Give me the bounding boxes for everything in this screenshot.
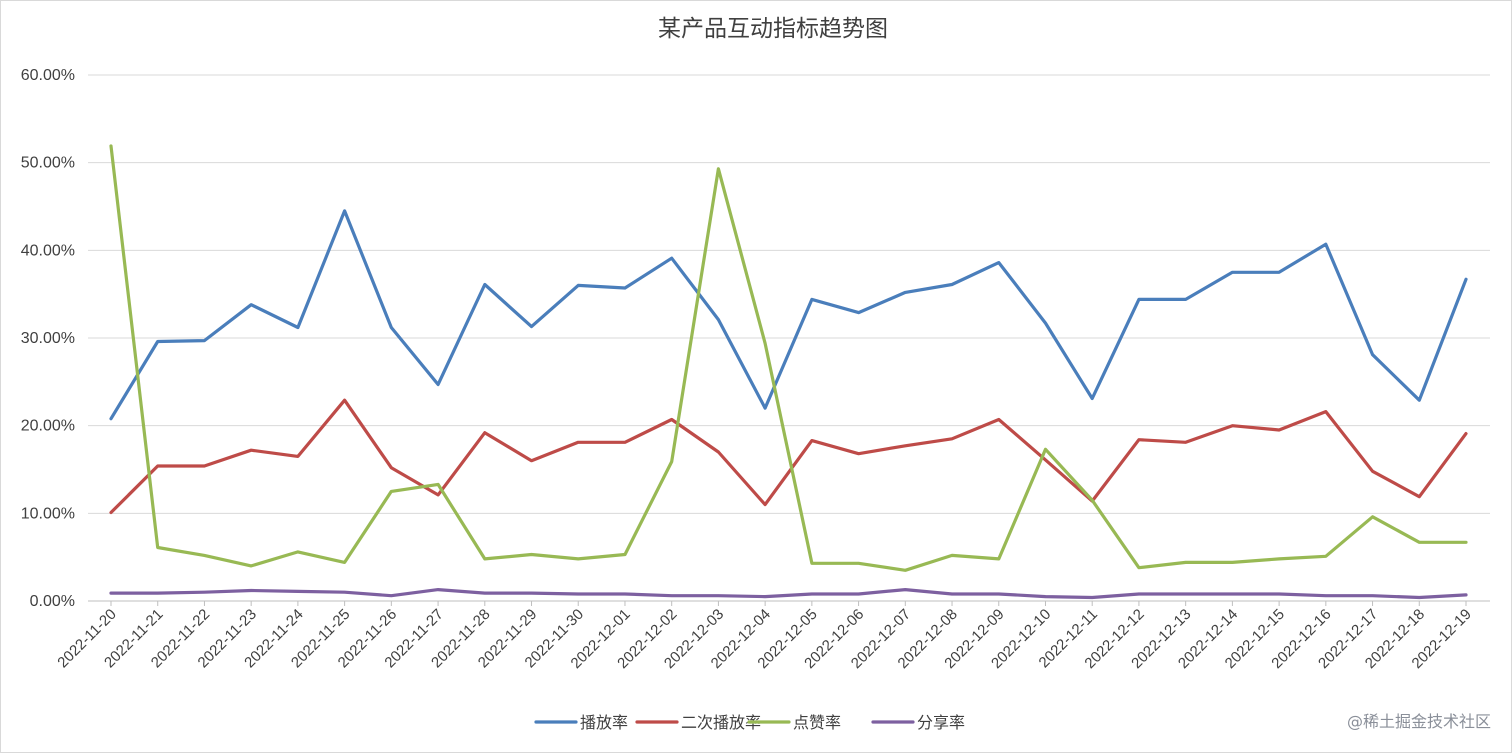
y-tick-label: 0.00% (30, 593, 75, 610)
series-line (109, 587, 1468, 600)
series-line (109, 144, 1468, 572)
y-tick-label: 40.00% (21, 242, 75, 259)
x-axis-labels: 2022-11-202022-11-212022-11-222022-11-23… (54, 601, 1475, 672)
y-tick-label: 20.00% (21, 418, 75, 435)
gridlines (88, 74, 1490, 602)
series-lines (109, 144, 1468, 600)
y-axis-labels: 0.00% 10.00% 20.00% 30.00% 40.00% 50.00% 60.00… (21, 67, 75, 610)
legend-label: 点赞率 (793, 713, 841, 732)
series-line (109, 209, 1468, 421)
legend-label: 二次播放率 (681, 713, 761, 732)
legend: 播放率 二次播放率 点赞率 分享率 (534, 713, 965, 732)
y-tick-label: 60.00% (21, 67, 75, 84)
legend-label: 播放率 (580, 713, 628, 732)
y-tick-label: 30.00% (21, 330, 75, 347)
y-tick-label: 10.00% (21, 505, 75, 522)
chart-title: 某产品互动指标趋势图 (658, 16, 888, 42)
legend-label: 分享率 (917, 713, 965, 732)
series-line (109, 398, 1468, 515)
y-tick-label: 50.00% (21, 155, 75, 172)
watermark: @稀土掘金技术社区 (1347, 712, 1491, 731)
